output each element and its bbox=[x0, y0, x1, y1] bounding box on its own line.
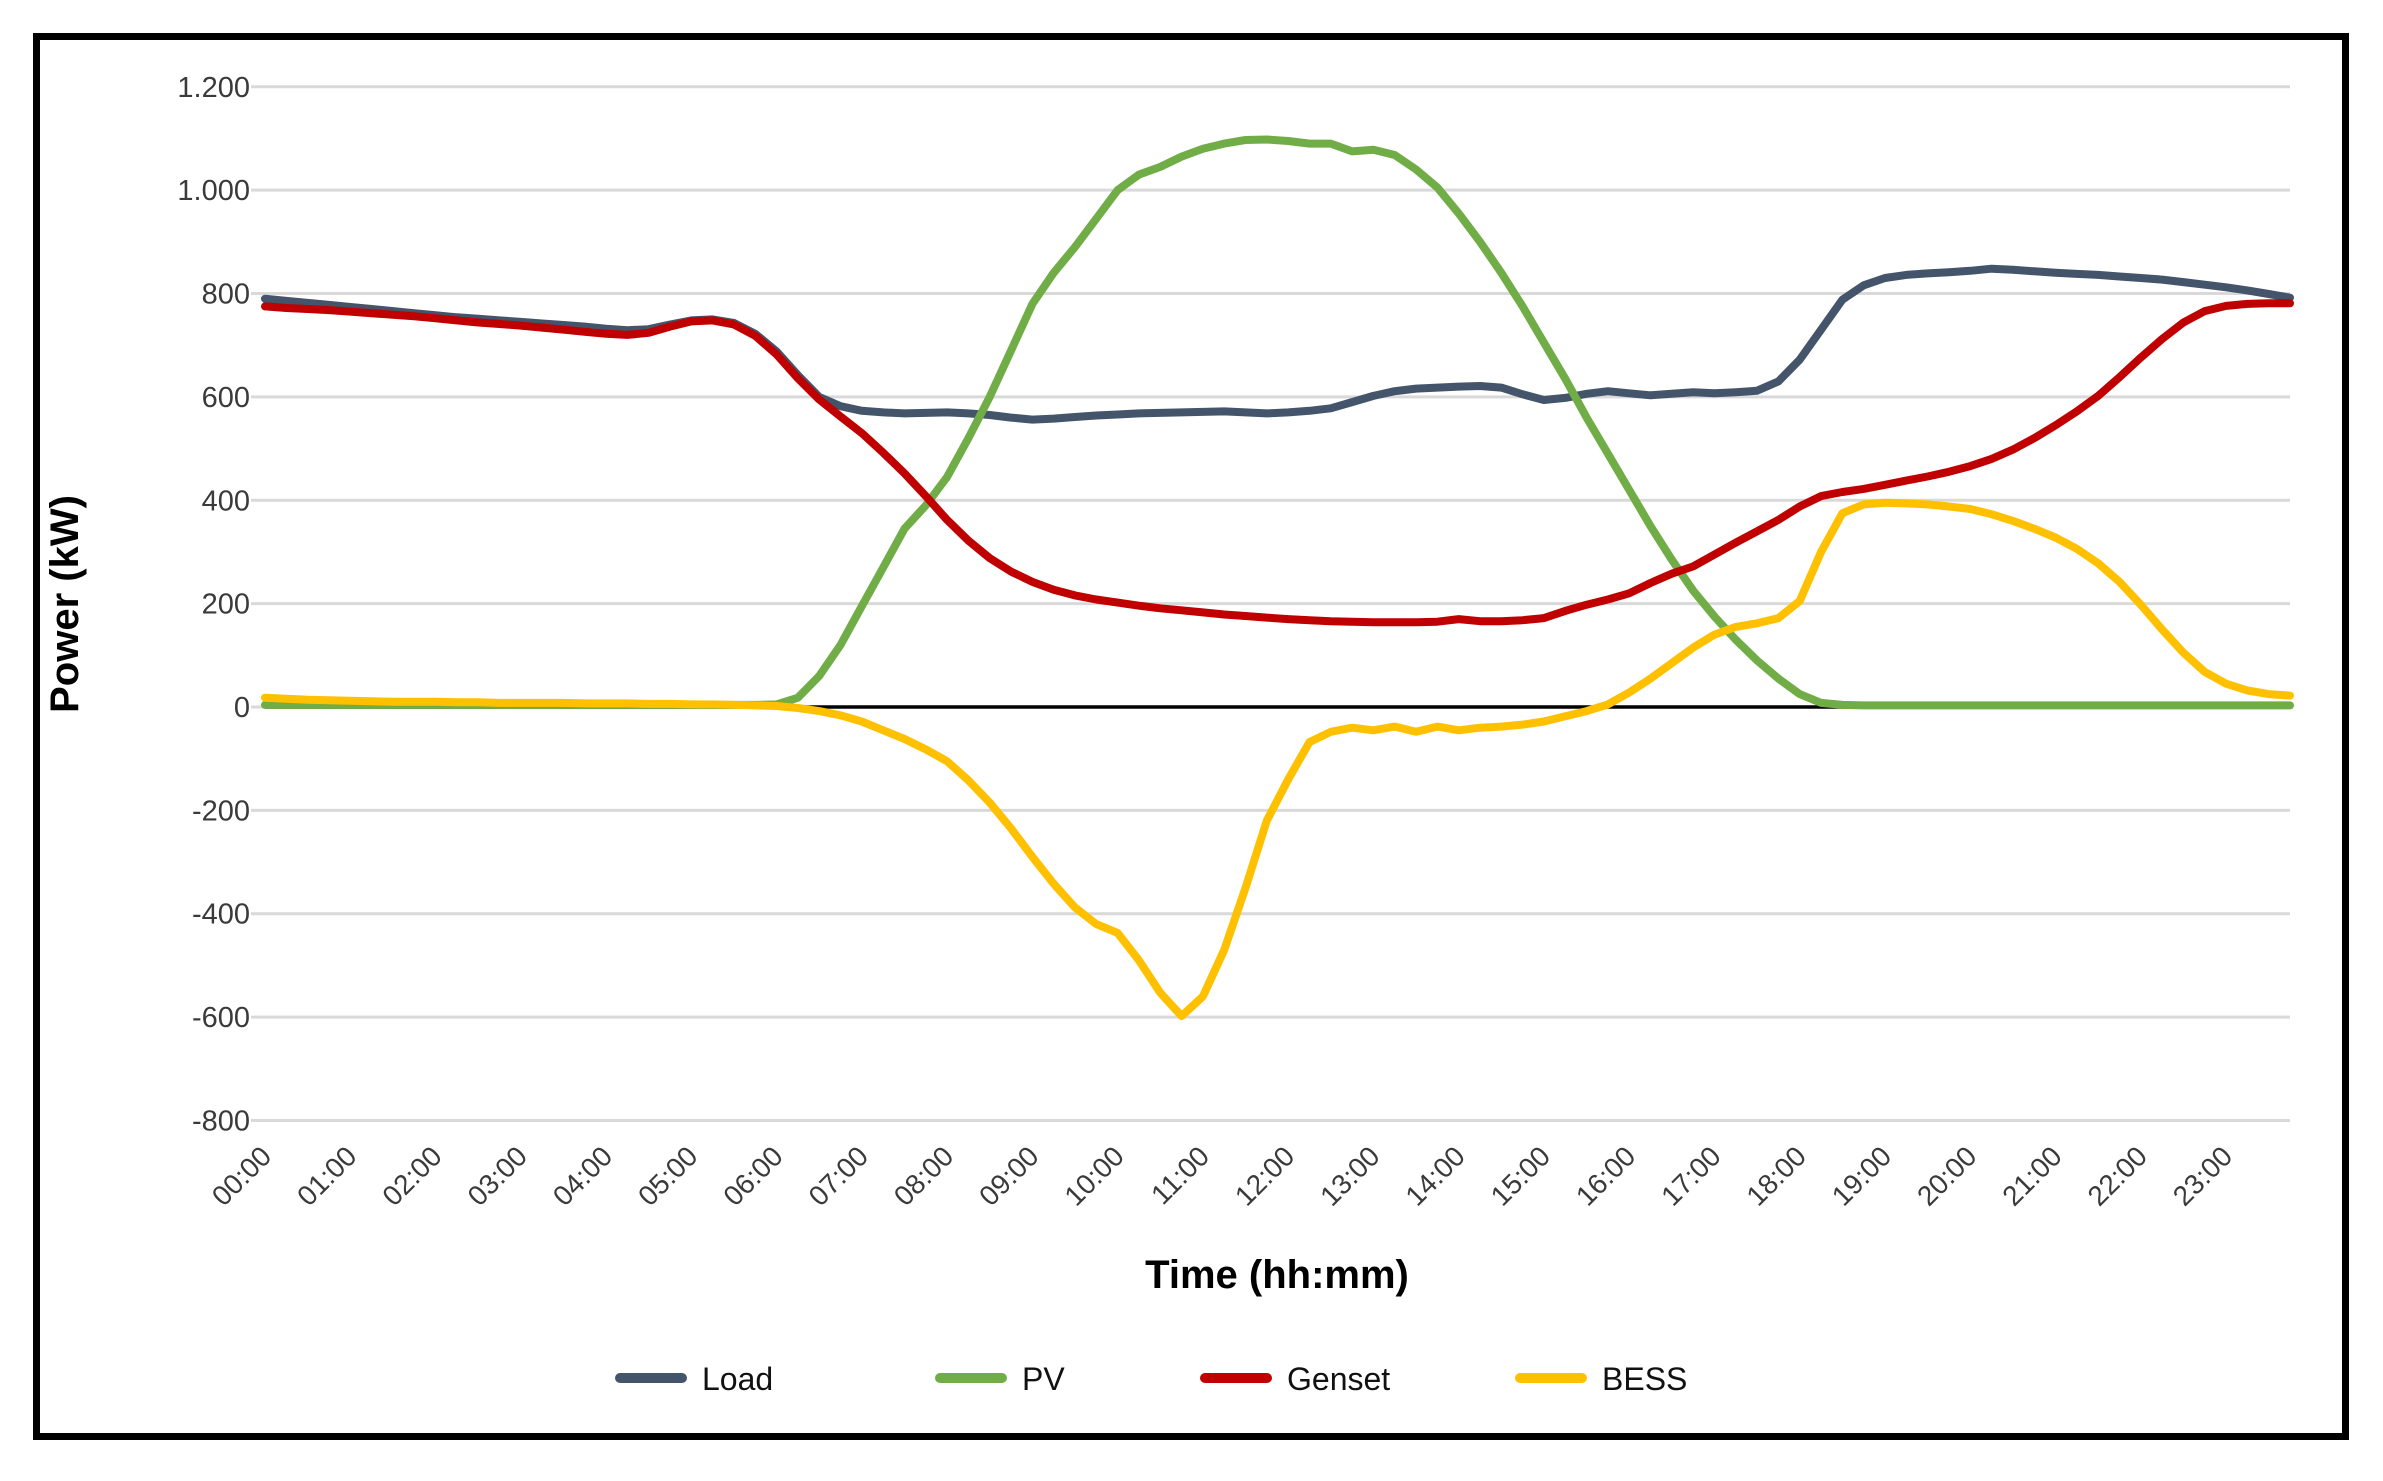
x-tick-label: 14:00 bbox=[1399, 1140, 1470, 1211]
x-tick-label: 12:00 bbox=[1229, 1140, 1300, 1211]
x-tick-label: 06:00 bbox=[717, 1140, 788, 1211]
legend-item-genset: Genset bbox=[1200, 1361, 1390, 1397]
legend-item-pv: PV bbox=[935, 1361, 1065, 1397]
y-tick-label: 1.200 bbox=[177, 72, 250, 104]
x-tick-label: 21:00 bbox=[1996, 1140, 2067, 1211]
x-tick-label: 17:00 bbox=[1655, 1140, 1726, 1211]
x-tick-label: 15:00 bbox=[1485, 1140, 1556, 1211]
x-tick-label: 19:00 bbox=[1826, 1140, 1897, 1211]
y-tick-label: -800 bbox=[192, 1105, 250, 1137]
legend-label: PV bbox=[1022, 1361, 1065, 1397]
x-tick-label: 13:00 bbox=[1314, 1140, 1385, 1211]
series-line-load bbox=[261, 264, 2294, 424]
y-tick-label: -400 bbox=[192, 899, 250, 931]
legend-item-load: Load bbox=[615, 1361, 773, 1397]
y-tick-label: -200 bbox=[192, 795, 250, 827]
legend-label: Load bbox=[702, 1361, 773, 1397]
tick-labels: 1.2001.0008006004002000-200-400-600-8000… bbox=[177, 72, 2238, 1212]
series-line-bess bbox=[261, 498, 2294, 1021]
y-tick-label: -600 bbox=[192, 1002, 250, 1034]
x-tick-label: 22:00 bbox=[2082, 1140, 2153, 1211]
x-tick-label: 08:00 bbox=[888, 1140, 959, 1211]
x-tick-label: 11:00 bbox=[1145, 1140, 1215, 1210]
x-tick-label: 02:00 bbox=[376, 1140, 447, 1211]
y-tick-label: 1.000 bbox=[177, 175, 250, 207]
x-tick-label: 00:00 bbox=[206, 1140, 277, 1211]
y-tick-label: 0 bbox=[234, 692, 250, 724]
x-tick-label: 07:00 bbox=[803, 1140, 874, 1211]
x-tick-label: 16:00 bbox=[1570, 1140, 1641, 1211]
y-tick-label: 800 bbox=[202, 279, 250, 311]
x-tick-label: 18:00 bbox=[1741, 1140, 1812, 1211]
y-tick-label: 200 bbox=[202, 589, 250, 621]
legend-label: Genset bbox=[1287, 1361, 1390, 1397]
x-tick-label: 23:00 bbox=[2167, 1140, 2238, 1211]
legend-item-bess: BESS bbox=[1515, 1361, 1687, 1397]
legend: Load PV Genset BESS bbox=[615, 1361, 1687, 1397]
x-tick-label: 05:00 bbox=[632, 1140, 703, 1211]
y-tick-label: 600 bbox=[202, 382, 250, 414]
x-tick-label: 09:00 bbox=[973, 1140, 1044, 1211]
x-tick-label: 04:00 bbox=[547, 1140, 618, 1211]
x-tick-label: 01:00 bbox=[291, 1140, 362, 1211]
gridlines bbox=[251, 85, 2290, 1122]
x-tick-label: 20:00 bbox=[1911, 1140, 1982, 1211]
legend-label: BESS bbox=[1602, 1361, 1687, 1397]
y-axis-title: Power (kW) bbox=[43, 495, 87, 713]
x-tick-label: 03:00 bbox=[462, 1140, 533, 1211]
series-lines bbox=[261, 135, 2294, 1021]
y-tick-label: 400 bbox=[202, 485, 250, 517]
series-line-genset bbox=[261, 299, 2294, 627]
x-axis-title: Time (hh:mm) bbox=[1145, 1253, 1409, 1297]
x-tick-label: 10:00 bbox=[1058, 1140, 1129, 1211]
